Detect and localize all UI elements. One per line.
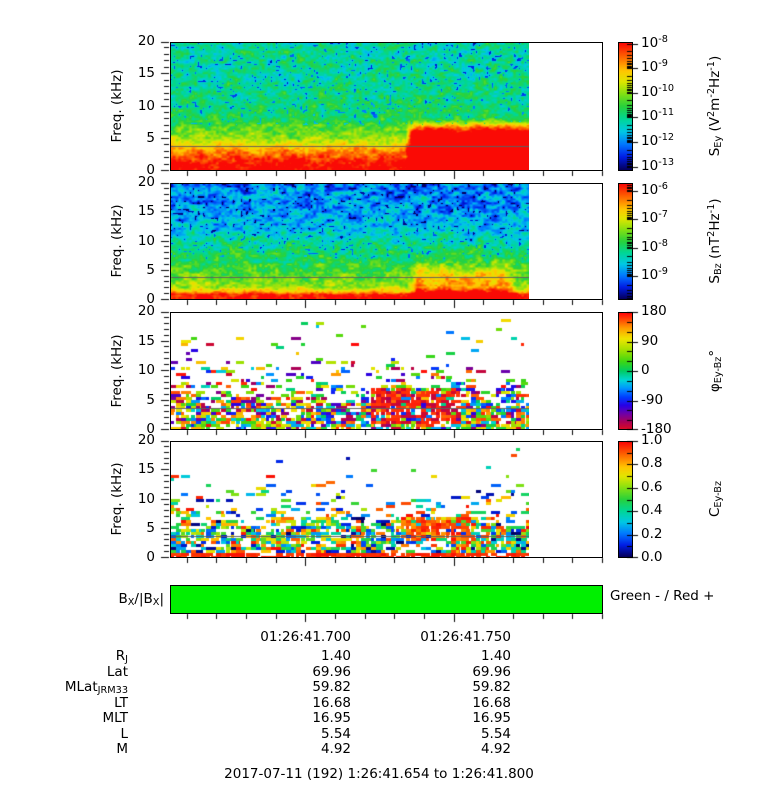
ephemeris-row-label: RJ [115,648,128,666]
colorbar-tick-label: 10-13 [641,156,675,174]
colorbar-tick-label: 1.0 [641,432,663,448]
time-tick-label-2: 01:26:41.750 [420,629,511,645]
time-tick-label-1: 01:26:41.700 [260,629,351,645]
ephemeris-value: 59.82 [312,679,351,695]
ephemeris-row-label: LT [114,695,128,711]
colorbar-tick-label: 10-8 [641,238,668,255]
freq-tick-label: 15 [137,203,155,220]
ephemeris-value: 16.68 [312,695,351,711]
colorbar-tick-label: 0.8 [641,455,663,472]
ephemeris-value: 1.40 [480,648,511,664]
coherence-spectrogram-canvas [171,442,529,557]
ephemeris-value: 4.92 [480,741,511,757]
ephemeris-value: 5.54 [320,726,351,742]
colorbar-tick-label: 10-8 [641,33,668,51]
colorbar-tick-label: 10-11 [641,107,675,125]
freq-tick-label: 5 [146,391,155,408]
bx-bar-legend: Green - / Red + [610,588,715,604]
colorbar-tick-label: 0.4 [641,502,663,519]
sey-spectrogram-canvas [171,43,529,170]
panel-sey [170,42,603,171]
ephemeris-row-label: MLatJRM33 [64,679,128,697]
ephemeris-value: 5.54 [480,726,511,742]
ephemeris-value: 16.95 [472,710,511,726]
freq-tick-label: 5 [146,519,155,536]
ephemeris-value: 4.92 [320,741,351,757]
freq-tick-label: 15 [137,65,155,82]
panel-coherence [170,441,603,558]
colorbar-sbz-gradient [619,184,632,299]
colorbar-tick-label: 0 [641,362,650,378]
colorbar-tick-label: 0.6 [641,478,663,495]
colorbar-tick-label: 0.2 [641,525,663,542]
freq-tick-label: 20 [137,174,155,190]
footer-date-range: 2017-07-11 (192) 1:26:41.654 to 1:26:41.… [224,766,534,782]
freq-tick-label: 20 [137,33,155,49]
colorbar-sbz [618,183,633,300]
ephemeris-row-label: M [116,741,128,757]
ephemeris-value: 69.96 [472,664,511,680]
ephemeris-value: 16.68 [472,695,511,711]
sbz-spectrogram-canvas [171,184,529,299]
freq-tick-label: 15 [137,461,155,478]
ephemeris-value: 1.40 [320,648,351,664]
ephemeris-value: 59.82 [472,679,511,695]
colorbar-label-coherence: CEy-Bz [707,480,725,518]
colorbar-tick-label: 10-6 [641,181,668,198]
freq-tick-label: 10 [137,232,155,249]
colorbar-tick-label: 180 [641,303,667,319]
freq-tick-label: 20 [137,303,155,319]
freq-tick-label: 0 [146,549,155,565]
freq-tick-label: 5 [146,261,155,278]
ephemeris-row-label: L [120,726,128,742]
panel-sbz [170,183,603,300]
colorbar-tick-label: 10-10 [641,82,675,100]
ephemeris-value: 16.95 [312,710,351,726]
freq-tick-label: 5 [146,129,155,146]
colorbar-tick-label: 10-7 [641,209,668,227]
colorbar-tick-label: 10-9 [641,58,668,76]
freq-tick-label: 10 [137,97,155,114]
ephemeris-row-label: Lat [106,664,128,680]
freq-tick-label: 10 [137,490,155,507]
colorbar-coherence [618,441,633,558]
colorbar-sey-gradient [619,43,632,170]
freq-tick-label: 15 [137,332,155,349]
colorbar-tick-label: 10-9 [641,266,668,284]
panel-phase [170,312,603,430]
colorbar-tick-label: -90 [641,391,664,408]
colorbar-phase [618,312,633,430]
ephemeris-value: 69.96 [312,664,351,680]
colorbar-tick-label: 0.0 [641,549,663,565]
colorbar-sey [618,42,633,171]
freq-tick-label: 20 [137,432,155,448]
ephemeris-row-label: MLT [102,710,128,726]
colorbar-tick-label: 10-12 [641,132,675,150]
freq-tick-label: 10 [137,362,155,378]
bx-bar-label: BX/|BX| [118,591,164,609]
colorbar-phase-gradient [619,313,632,429]
phase-spectrogram-canvas [171,313,529,429]
colorbar-tick-label: 90 [641,332,659,349]
bx-sign-bar [170,585,603,614]
colorbar-coherence-gradient [619,442,632,557]
